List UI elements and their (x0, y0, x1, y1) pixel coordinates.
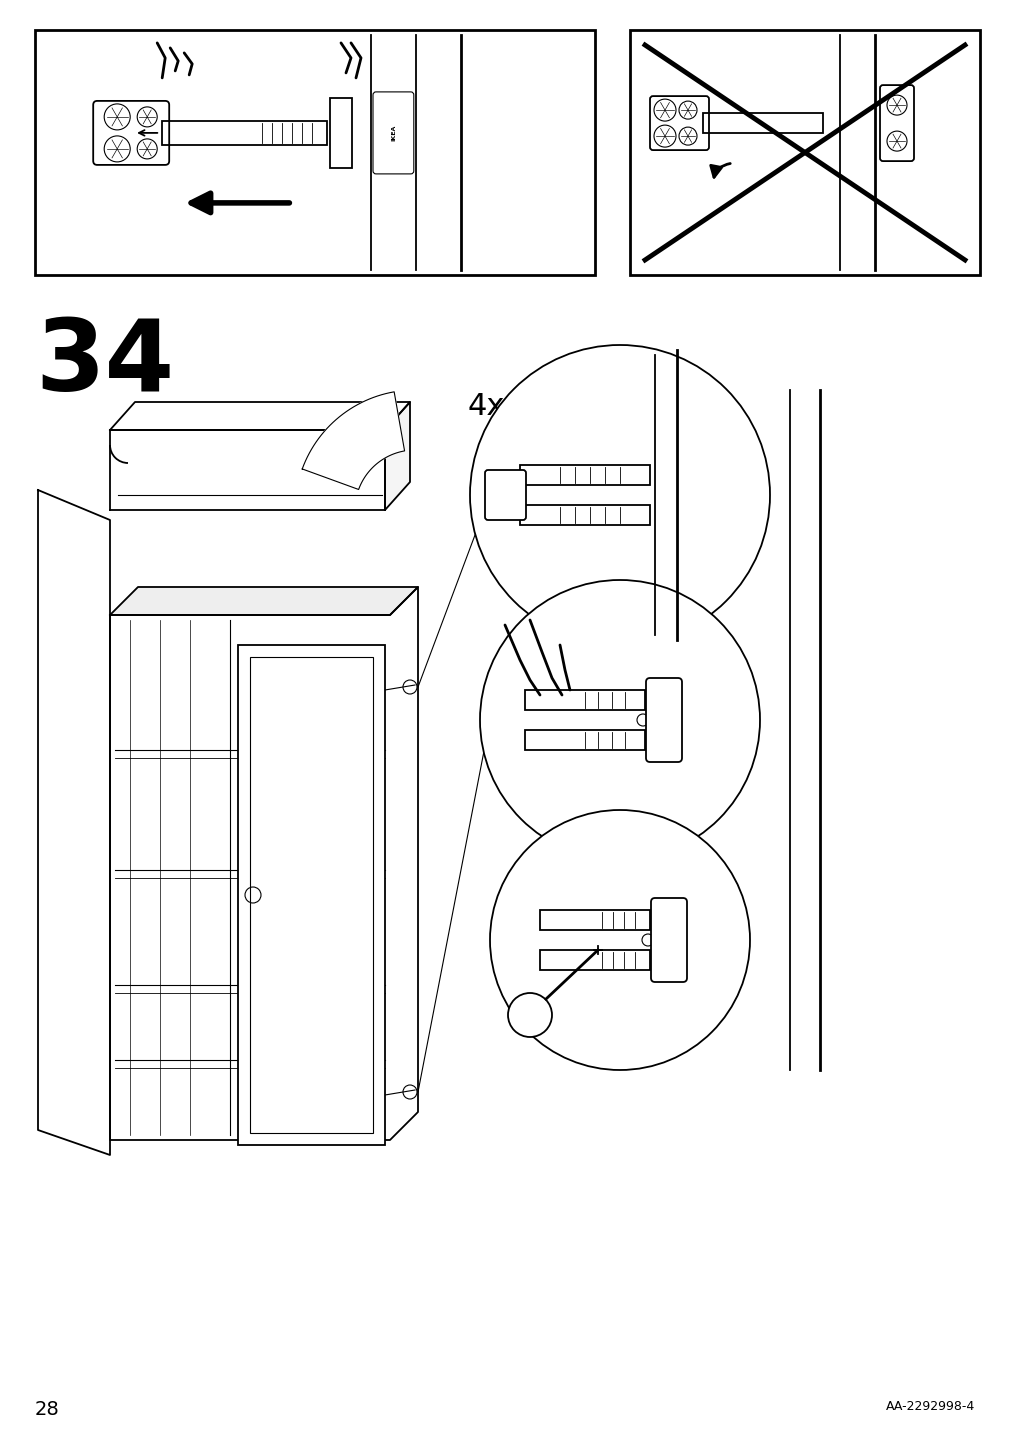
Polygon shape (110, 587, 418, 614)
Bar (540, 949, 649, 969)
Polygon shape (110, 402, 409, 430)
Bar (630, 30, 979, 275)
FancyBboxPatch shape (675, 451, 714, 538)
Text: 4x: 4x (467, 392, 504, 421)
Circle shape (479, 580, 759, 861)
Text: 34: 34 (35, 315, 174, 412)
Polygon shape (38, 490, 110, 1156)
Text: AA-2292998-4: AA-2292998-4 (885, 1400, 974, 1413)
Bar (520, 465, 649, 485)
Circle shape (489, 811, 749, 1070)
Bar (250, 657, 373, 1133)
FancyBboxPatch shape (484, 470, 526, 520)
Bar (703, 113, 822, 133)
FancyBboxPatch shape (650, 898, 686, 982)
Bar (540, 909, 649, 929)
Bar (330, 97, 352, 168)
Polygon shape (302, 392, 404, 490)
Bar (525, 730, 644, 750)
Bar (520, 505, 649, 526)
Bar (238, 644, 384, 1146)
Polygon shape (110, 587, 418, 1140)
Bar (162, 120, 327, 145)
Bar (35, 30, 594, 275)
Circle shape (469, 345, 769, 644)
Text: IKEA: IKEA (390, 125, 395, 142)
Polygon shape (384, 402, 409, 510)
FancyBboxPatch shape (645, 677, 681, 762)
Circle shape (508, 992, 551, 1037)
Bar (525, 690, 644, 710)
Text: 28: 28 (35, 1400, 60, 1419)
